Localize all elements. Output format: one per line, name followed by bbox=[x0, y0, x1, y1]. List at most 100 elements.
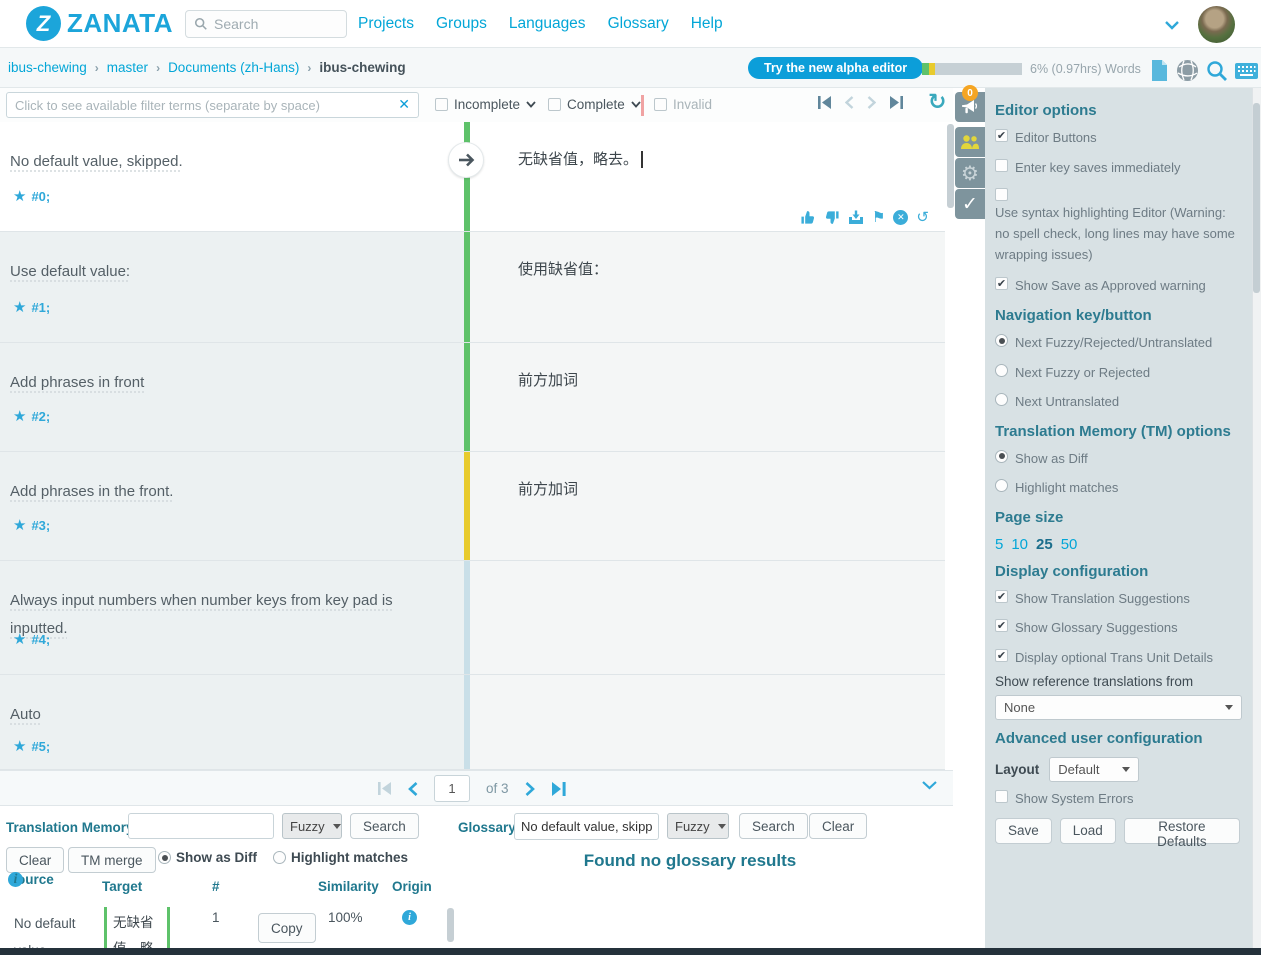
filter-incomplete[interactable]: Incomplete bbox=[435, 97, 536, 112]
flag-icon[interactable]: ⚑ bbox=[871, 208, 886, 226]
source-text[interactable]: Add phrases in front bbox=[10, 374, 145, 391]
first-entry-icon[interactable] bbox=[818, 96, 832, 109]
checkbox-unchecked[interactable] bbox=[995, 790, 1008, 804]
nav-link-glossary[interactable]: Glossary bbox=[607, 15, 669, 32]
entry-bookmark[interactable]: ★ #1; bbox=[13, 298, 50, 316]
option-syntax-highlighting[interactable] bbox=[995, 188, 1240, 202]
first-page-icon[interactable] bbox=[378, 782, 392, 795]
last-entry-icon[interactable] bbox=[889, 96, 903, 109]
tm-origin-info-icon[interactable]: i bbox=[402, 910, 417, 925]
target-text[interactable]: 前方加词 bbox=[518, 481, 579, 498]
translation-row-4[interactable]: Always input numbers when number keys fr… bbox=[0, 561, 945, 675]
next-page-icon[interactable] bbox=[525, 781, 535, 796]
tm-panel-scrollbar[interactable] bbox=[447, 908, 454, 942]
next-entry-icon[interactable] bbox=[867, 96, 876, 109]
tm-clear-button[interactable]: Clear bbox=[6, 847, 65, 873]
layout-select[interactable]: Default bbox=[1049, 757, 1140, 783]
entry-bookmark[interactable]: ★ #4; bbox=[13, 630, 50, 648]
nav-option-untranslated[interactable]: Next Untranslated bbox=[995, 393, 1240, 411]
collapse-panel-chevron-icon[interactable] bbox=[922, 781, 937, 790]
option-enter-key-saves[interactable]: Enter key saves immediately bbox=[995, 158, 1240, 177]
refresh-icon[interactable]: ↻ bbox=[928, 90, 947, 115]
window-scrollbar-track[interactable] bbox=[1252, 48, 1261, 948]
page-size-25-selected[interactable]: 25 bbox=[1036, 535, 1053, 553]
entry-bookmark[interactable]: ★ #3; bbox=[13, 516, 50, 534]
prev-page-icon[interactable] bbox=[408, 781, 418, 796]
checkbox-checked[interactable]: ✔ bbox=[995, 648, 1008, 662]
translation-row-1[interactable]: Use default value: 使用缺省值： ★ #1; bbox=[0, 232, 945, 343]
target-editor[interactable]: 无缺省值，略去。 bbox=[518, 148, 925, 169]
invalid-checkbox[interactable] bbox=[654, 98, 667, 111]
nav-link-help[interactable]: Help bbox=[690, 15, 723, 32]
option-editor-buttons[interactable]: ✔ Editor Buttons bbox=[995, 129, 1240, 147]
filter-input[interactable] bbox=[15, 97, 399, 113]
tm-match-type-select[interactable]: Fuzzy bbox=[282, 813, 342, 839]
cancel-icon[interactable]: ✕ bbox=[893, 210, 909, 225]
keyboard-shortcuts-icon[interactable] bbox=[1235, 62, 1258, 79]
filter-complete[interactable]: Complete bbox=[548, 97, 641, 112]
document-list-icon[interactable] bbox=[1150, 59, 1169, 82]
tm-copy-button[interactable]: Copy bbox=[258, 913, 316, 943]
option-display-trans-unit-details[interactable]: ✔ Display optional Trans Unit Details bbox=[995, 648, 1240, 667]
nav-link-projects[interactable]: Projects bbox=[358, 15, 414, 32]
entry-bookmark[interactable]: ★ #0; bbox=[13, 187, 50, 205]
prev-entry-icon[interactable] bbox=[845, 96, 854, 109]
radio-unselected[interactable] bbox=[995, 363, 1008, 377]
translation-row-2[interactable]: Add phrases in front 前方加词 ★ #2; bbox=[0, 343, 945, 452]
incomplete-checkbox[interactable] bbox=[435, 98, 448, 111]
radio-selected[interactable] bbox=[995, 449, 1008, 463]
window-scrollbar-thumb[interactable] bbox=[1253, 103, 1260, 293]
alpha-editor-button[interactable]: Try the new alpha editor bbox=[748, 57, 924, 79]
checkbox-checked[interactable]: ✔ bbox=[995, 277, 1008, 291]
save-button[interactable]: Save bbox=[995, 817, 1052, 844]
tab-settings[interactable]: ⚙ bbox=[955, 158, 985, 188]
tab-validation[interactable]: ✓ bbox=[955, 189, 985, 219]
checkbox-checked[interactable]: ✔ bbox=[995, 619, 1008, 633]
copy-source-arrow-icon[interactable] bbox=[448, 142, 484, 178]
target-text[interactable]: 前方加词 bbox=[518, 372, 579, 389]
entry-bookmark[interactable]: ★ #5; bbox=[13, 737, 50, 755]
source-text[interactable]: No default value, skipped. bbox=[10, 153, 183, 170]
tm-merge-button[interactable]: TM merge bbox=[68, 847, 156, 873]
radio-unselected[interactable] bbox=[995, 479, 1008, 493]
last-page-icon[interactable] bbox=[551, 781, 566, 796]
nav-link-groups[interactable]: Groups bbox=[436, 15, 487, 32]
breadcrumb-documents[interactable]: Documents (zh-Hans) bbox=[168, 60, 300, 75]
translation-row-3[interactable]: Add phrases in the front. 前方加词 ★ #3; bbox=[0, 452, 945, 561]
filter-terms-box[interactable]: ✕ bbox=[6, 92, 419, 118]
target-text[interactable]: 使用缺省值： bbox=[518, 261, 609, 278]
filter-invalid[interactable]: Invalid bbox=[654, 97, 712, 112]
tab-users[interactable] bbox=[955, 127, 985, 157]
project-wide-search-icon[interactable] bbox=[1176, 59, 1199, 82]
radio-unselected[interactable] bbox=[273, 851, 287, 864]
tm-search-input[interactable] bbox=[128, 813, 274, 839]
tm-option-show-as-diff[interactable]: Show as Diff bbox=[995, 449, 1240, 468]
checkbox-checked[interactable]: ✔ bbox=[995, 589, 1008, 603]
tm-highlight-matches-option[interactable]: Highlight matches bbox=[273, 850, 408, 865]
radio-selected[interactable] bbox=[158, 851, 171, 864]
nav-option-fuzzy-rejected[interactable]: Next Fuzzy or Rejected bbox=[995, 363, 1240, 382]
option-show-system-errors[interactable]: Show System Errors bbox=[995, 790, 1240, 808]
save-draft-icon[interactable] bbox=[848, 210, 864, 225]
option-save-approved-warning[interactable]: ✔ Show Save as Approved warning bbox=[995, 277, 1240, 295]
tm-option-highlight-matches[interactable]: Highlight matches bbox=[995, 479, 1240, 497]
breadcrumb-version[interactable]: master bbox=[106, 60, 149, 75]
user-menu-chevron-icon[interactable] bbox=[1165, 21, 1179, 30]
complete-checkbox[interactable] bbox=[548, 98, 561, 111]
reference-translations-select[interactable]: None bbox=[995, 695, 1242, 721]
reject-thumb-down-icon[interactable] bbox=[824, 210, 840, 225]
entry-bookmark[interactable]: ★ #2; bbox=[13, 407, 50, 425]
option-show-translation-suggestions[interactable]: ✔ Show Translation Suggestions bbox=[995, 589, 1240, 608]
glossary-match-type-select[interactable]: Fuzzy bbox=[667, 813, 729, 839]
translation-row-5[interactable]: Auto ★ #5; bbox=[0, 675, 945, 770]
source-text[interactable]: Add phrases in the front. bbox=[10, 483, 174, 500]
breadcrumb-project[interactable]: ibus-chewing bbox=[8, 60, 87, 75]
history-icon[interactable]: ↺ bbox=[916, 208, 929, 226]
nav-link-languages[interactable]: Languages bbox=[508, 15, 586, 32]
checkbox-unchecked[interactable] bbox=[995, 158, 1008, 172]
approve-thumb-up-icon[interactable] bbox=[800, 210, 816, 225]
source-text[interactable]: Use default value: bbox=[10, 263, 131, 280]
page-size-10[interactable]: 10 bbox=[1011, 535, 1029, 553]
info-icon[interactable]: i bbox=[8, 871, 23, 887]
source-text[interactable]: Always input numbers when number keys fr… bbox=[10, 592, 393, 637]
